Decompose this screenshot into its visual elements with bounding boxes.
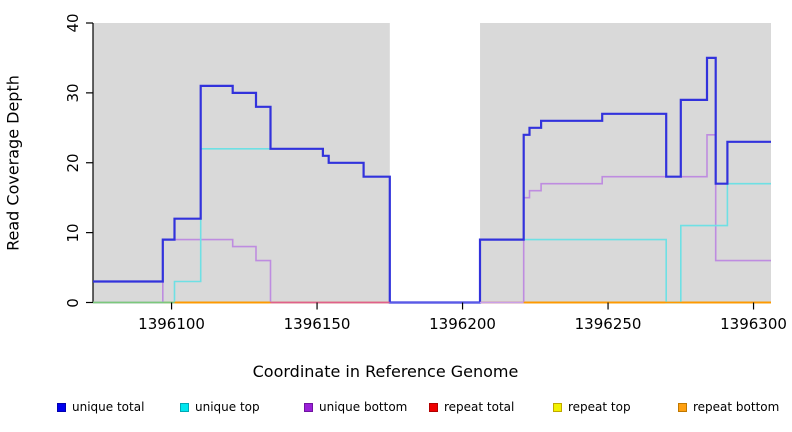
- legend-label-unique-bottom: unique bottom: [319, 400, 408, 414]
- no-data-band: [389, 23, 481, 303]
- y-tick-label: 30: [64, 83, 82, 103]
- legend-swatch-repeat-top: [553, 403, 562, 412]
- y-tick-label: 10: [64, 223, 82, 243]
- legend-swatch-unique-top: [180, 403, 189, 412]
- x-tick-label: 1396100: [138, 315, 205, 333]
- legend-label-repeat-top: repeat top: [568, 400, 631, 414]
- chart-legend: unique total unique top unique bottom repea…: [0, 396, 792, 420]
- series-line-unique-bottom: [93, 134, 771, 304]
- y-tick-label: 0: [64, 297, 82, 308]
- x-tick-label: 1396150: [283, 315, 351, 333]
- legend-label-unique-top: unique top: [195, 400, 260, 414]
- legend-swatch-repeat-bottom: [678, 403, 687, 412]
- legend-label-unique-total: unique total: [72, 400, 145, 414]
- y-tick-label: 20: [64, 153, 82, 173]
- legend-swatch-repeat-total: [429, 403, 438, 412]
- x-tick-label: 1396250: [574, 315, 642, 333]
- legend-label-repeat-bottom: repeat bottom: [693, 400, 780, 414]
- y-axis-title: Read Coverage Depth: [3, 75, 23, 251]
- legend-label-repeat-total: repeat total: [444, 400, 515, 414]
- y-tick-label: 40: [64, 13, 82, 33]
- x-axis-title: Coordinate in Reference Genome: [252, 362, 519, 381]
- x-tick-label: 1396200: [429, 315, 496, 333]
- legend-swatch-unique-total: [57, 403, 66, 412]
- legend-swatch-unique-bottom: [304, 403, 313, 412]
- x-tick-label: 1396300: [720, 315, 787, 333]
